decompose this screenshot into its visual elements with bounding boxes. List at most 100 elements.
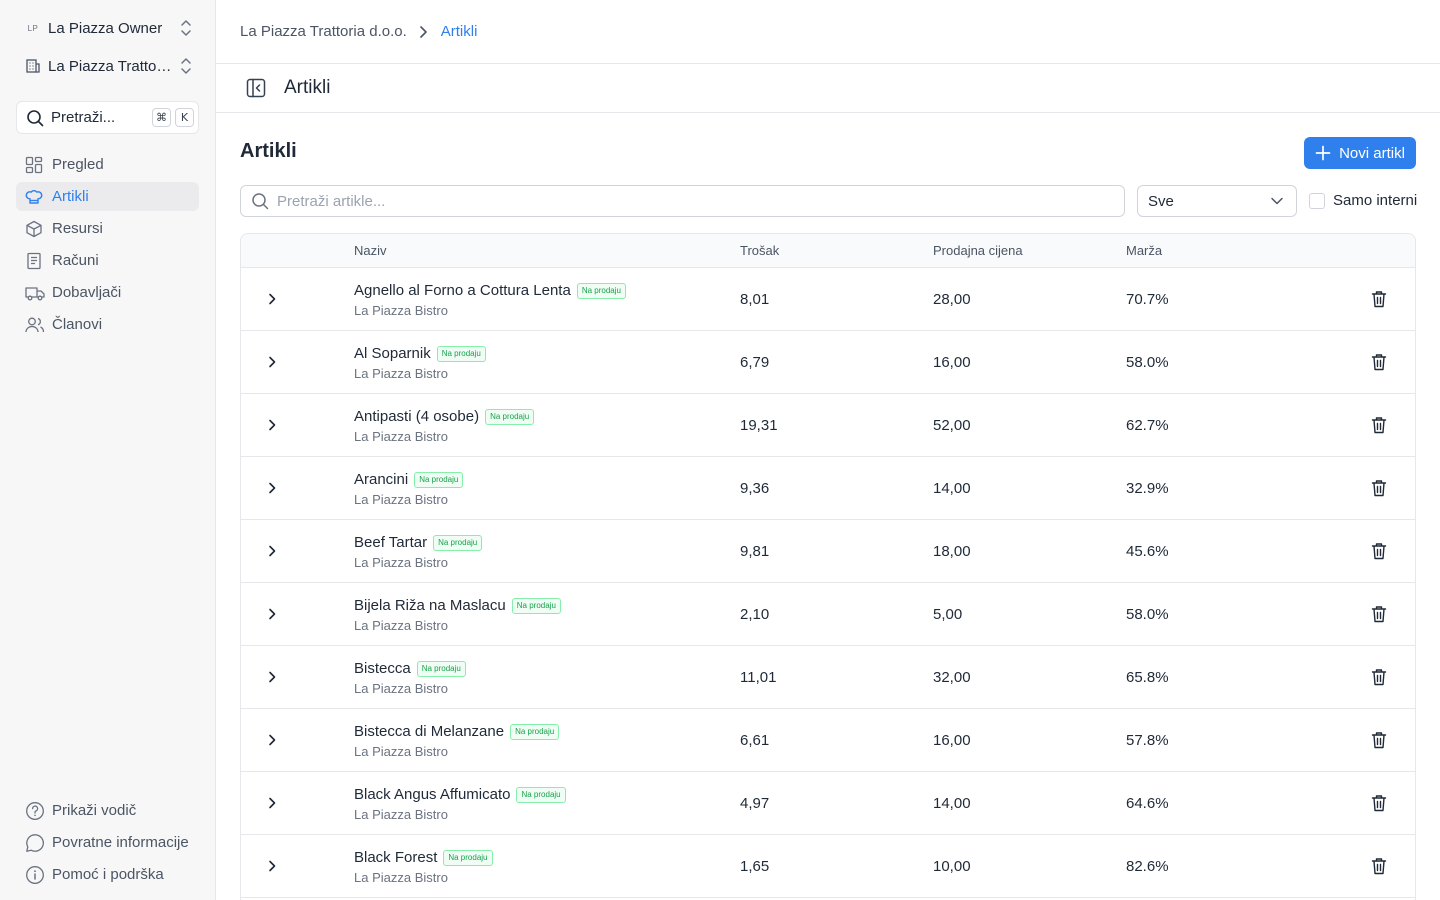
article-margin: 82.6% (1126, 858, 1169, 875)
sidebar: LP La Piazza Owner La Piazza Trattoria d… (0, 0, 216, 900)
article-price: 52,00 (933, 417, 971, 434)
sidebar-item-label: Prikaži vodič (52, 802, 137, 819)
sidebar-toggle-icon[interactable] (246, 78, 266, 98)
article-name: Black Forest (354, 849, 438, 866)
row-name-line: Bijela Riža na Maslacu Na prodaju (354, 597, 561, 614)
category-filter-value: Sve (1148, 192, 1174, 210)
trash-icon[interactable] (1371, 857, 1387, 875)
article-name: Arancini (354, 471, 409, 488)
owner-switcher[interactable]: LP La Piazza Owner (24, 15, 194, 41)
sidebar-item-dobavljaci[interactable]: Dobavljači (16, 278, 199, 307)
column-header-price[interactable]: Prodajna cijena (933, 243, 1023, 258)
article-price: 14,00 (933, 480, 971, 497)
box-icon (26, 220, 42, 237)
article-name: Antipasti (4 osobe) (354, 408, 480, 425)
chevron-right-icon[interactable] (265, 607, 279, 621)
sidebar-item-resursi[interactable]: Resursi (16, 214, 199, 243)
page-header-title: Artikli (284, 77, 331, 98)
users-icon (25, 317, 45, 332)
trash-icon[interactable] (1371, 542, 1387, 560)
chevron-right-icon[interactable] (265, 355, 279, 369)
table-row[interactable]: Beef Tartar Na prodaju La Piazza Bistro … (241, 520, 1415, 583)
sidebar-item-racuni[interactable]: Računi (16, 246, 199, 275)
article-margin: 58.0% (1126, 354, 1169, 371)
article-name: Black Angus Affumicato (354, 786, 511, 803)
article-price: 5,00 (933, 606, 963, 623)
row-name-line: Black Forest Na prodaju (354, 849, 493, 866)
article-location: La Piazza Bistro (354, 870, 448, 885)
sidebar-item-label: Pomoć i podrška (52, 866, 164, 883)
message-circle-icon (26, 833, 44, 852)
status-badge: Na prodaju (511, 597, 561, 614)
organization-switcher[interactable]: La Piazza Trattoria d.o.o. (24, 53, 194, 79)
article-name: Al Soparnik (354, 345, 431, 362)
chevron-right-icon[interactable] (265, 670, 279, 684)
page-header: Artikli (216, 64, 1440, 113)
status-badge: Na prodaju (416, 660, 466, 677)
search-icon (252, 193, 269, 210)
trash-icon[interactable] (1371, 479, 1387, 497)
receipt-icon (27, 252, 41, 269)
internal-only-toggle[interactable]: Samo interni (1309, 192, 1417, 209)
article-search (240, 185, 1125, 217)
column-header-cost[interactable]: Trošak (740, 243, 780, 258)
sidebar-item-artikli[interactable]: Artikli (16, 182, 199, 211)
trash-icon[interactable] (1371, 416, 1387, 434)
sidebar-item-clanovi[interactable]: Članovi (16, 310, 199, 339)
table-row[interactable]: Arancini Na prodaju La Piazza Bistro 9,3… (241, 457, 1415, 520)
breadcrumb-parent[interactable]: La Piazza Trattoria d.o.o. (240, 23, 407, 40)
trash-icon[interactable] (1371, 605, 1387, 623)
truck-icon (25, 286, 45, 300)
chevron-down-icon (1271, 197, 1283, 205)
sidebar-item-label: Dobavljači (52, 284, 122, 301)
table-row[interactable]: Bistecca Na prodaju La Piazza Bistro 11,… (241, 646, 1415, 709)
column-header-name[interactable]: Naziv (354, 243, 387, 258)
chevron-right-icon[interactable] (265, 481, 279, 495)
trash-icon[interactable] (1371, 731, 1387, 749)
sidebar-item-pregled[interactable]: Pregled (16, 150, 199, 179)
grid-icon (25, 156, 43, 173)
trash-icon[interactable] (1371, 668, 1387, 686)
sidebar-item-label: Računi (52, 252, 99, 269)
article-cost: 11,01 (740, 669, 777, 686)
table-row[interactable]: Bistecca di Melanzane Na prodaju La Piaz… (241, 709, 1415, 772)
article-search-input[interactable] (277, 192, 1124, 210)
article-cost: 8,01 (740, 291, 770, 308)
owner-label: La Piazza Owner (48, 19, 163, 37)
trash-icon[interactable] (1371, 794, 1387, 812)
chevron-right-icon[interactable] (265, 418, 279, 432)
chevron-right-icon[interactable] (265, 859, 279, 873)
table-row[interactable]: Black Forest Na prodaju La Piazza Bistro… (241, 835, 1415, 898)
trash-icon[interactable] (1371, 290, 1387, 308)
row-name-line: Bistecca Na prodaju (354, 660, 466, 677)
article-cost: 6,61 (740, 732, 770, 749)
sidebar-item-support[interactable]: Pomoć i podrška (16, 860, 199, 889)
chevron-right-icon[interactable] (265, 292, 279, 306)
status-badge: Na prodaju (436, 345, 486, 362)
article-price: 16,00 (933, 732, 971, 749)
table-row[interactable]: Black Angus Affumicato Na prodaju La Pia… (241, 772, 1415, 835)
global-search-button[interactable]: Pretraži... ⌘ K (16, 101, 199, 134)
table-row[interactable]: Antipasti (4 osobe) Na prodaju La Piazza… (241, 394, 1415, 457)
article-location: La Piazza Bistro (354, 555, 448, 570)
chevron-right-icon[interactable] (265, 796, 279, 810)
kbd-command: ⌘ (152, 108, 171, 127)
status-badge: Na prodaju (485, 408, 535, 425)
article-price: 10,00 (933, 858, 971, 875)
table-row[interactable]: Bijela Riža na Maslacu Na prodaju La Pia… (241, 583, 1415, 646)
sidebar-item-guide[interactable]: Prikaži vodič (16, 796, 199, 825)
chevron-right-icon (419, 25, 427, 38)
organization-label: La Piazza Trattoria d.o.o. (48, 57, 174, 75)
internal-only-checkbox[interactable] (1309, 192, 1325, 209)
table-body: Agnello al Forno a Cottura Lenta Na prod… (241, 268, 1415, 898)
table-row[interactable]: Al Soparnik Na prodaju La Piazza Bistro … (241, 331, 1415, 394)
breadcrumb-current: Artikli (440, 23, 478, 40)
chevron-right-icon[interactable] (265, 733, 279, 747)
new-article-button[interactable]: Novi artikl (1304, 137, 1416, 169)
table-row[interactable]: Agnello al Forno a Cottura Lenta Na prod… (241, 268, 1415, 331)
sidebar-item-feedback[interactable]: Povratne informacije (16, 828, 199, 857)
column-header-margin[interactable]: Marža (1126, 243, 1163, 258)
category-filter-select[interactable]: Sve (1137, 185, 1297, 217)
trash-icon[interactable] (1371, 353, 1387, 371)
chevron-right-icon[interactable] (265, 544, 279, 558)
